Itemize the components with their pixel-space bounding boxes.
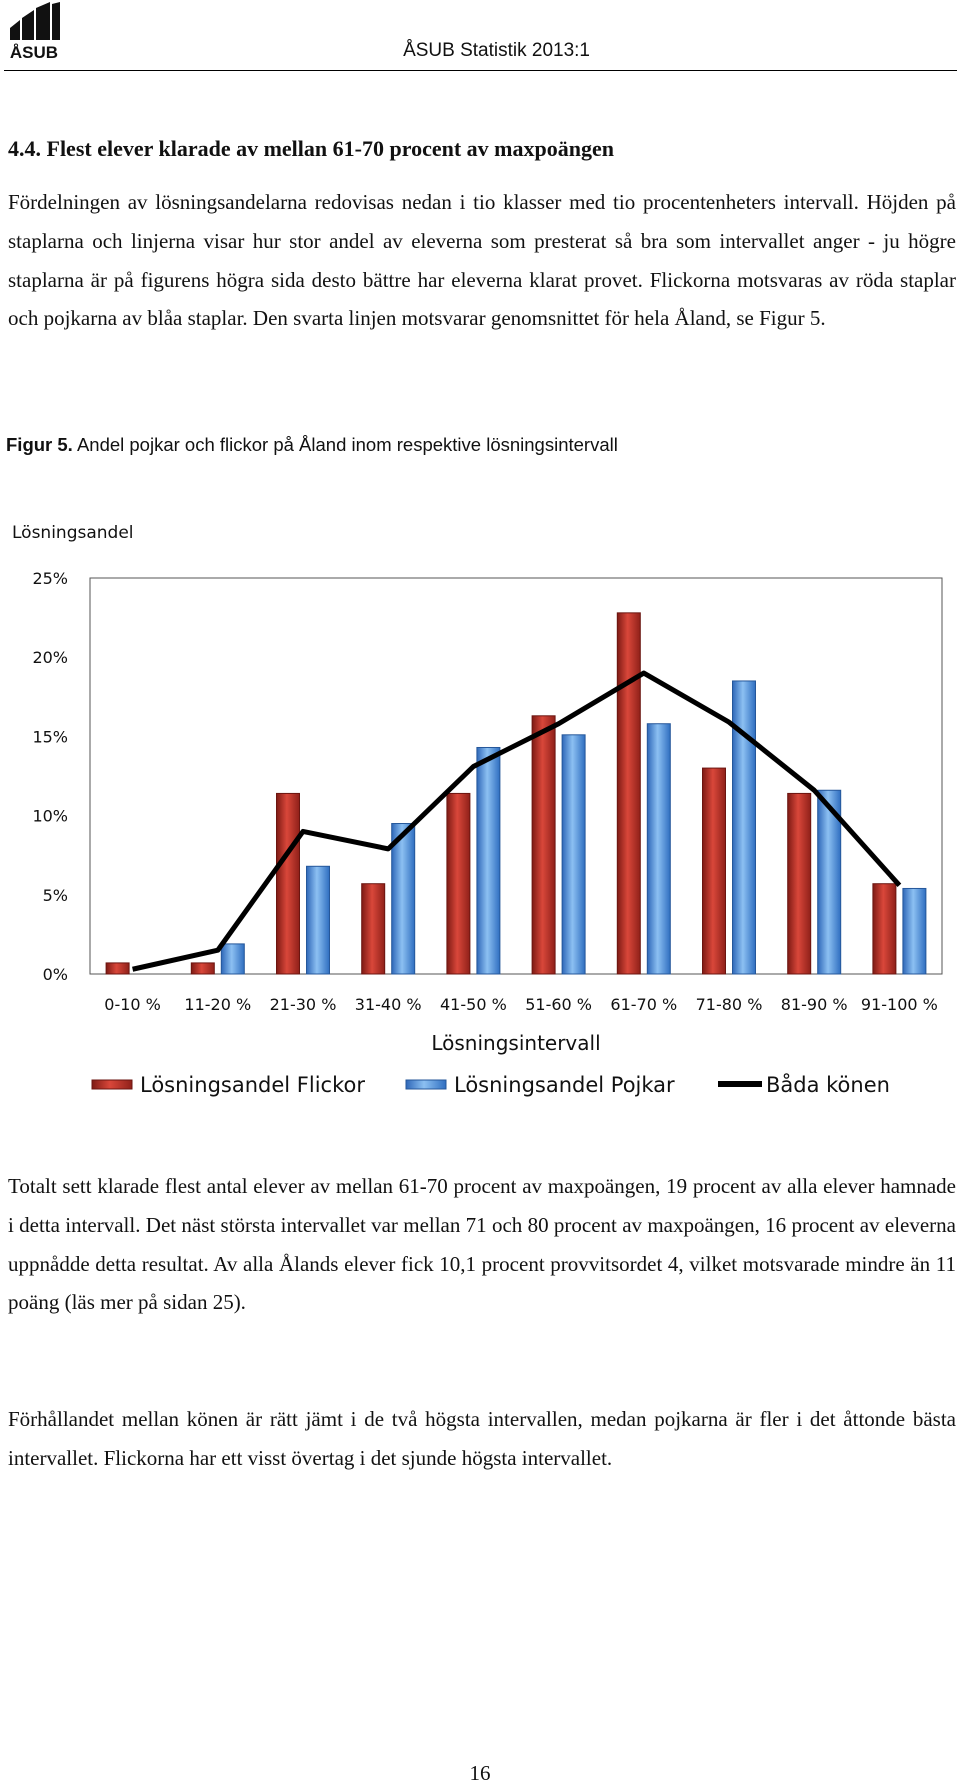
x-tick-label: 71-80 % <box>696 995 763 1014</box>
bar-pojkar <box>817 789 842 975</box>
y-tick-label: 15% <box>32 727 68 746</box>
page-header: ÅSUB ÅSUB Statistik 2013:1 <box>0 0 960 72</box>
y-tick-label: 0% <box>43 965 68 984</box>
svg-text:ÅSUB: ÅSUB <box>10 43 58 60</box>
y-tick-label: 10% <box>32 807 68 826</box>
bar-flickor <box>190 962 215 975</box>
x-tick-label: 41-50 % <box>440 995 507 1014</box>
bar-flickor <box>276 792 300 975</box>
line-bada-konen <box>132 670 902 972</box>
x-tick-label: 51-60 % <box>525 995 592 1014</box>
header-title: ÅSUB Statistik 2013:1 <box>403 40 590 61</box>
intro-paragraph: Fördelningen av lösningsandelarna redovi… <box>8 190 956 331</box>
legend-pojkar-swatch <box>405 1079 447 1090</box>
bar-pojkar <box>646 723 671 975</box>
section-heading: 4.4. Flest elever klarade av mellan 61-7… <box>8 136 614 161</box>
y-tick-label: 5% <box>43 886 68 905</box>
x-tick-label: 91-100 % <box>861 995 938 1014</box>
page-number: 16 <box>469 1761 491 1785</box>
bar-pojkar <box>732 680 756 975</box>
x-tick-label: 81-90 % <box>781 995 848 1014</box>
y-tick-label: 25% <box>32 569 68 588</box>
bar-flickor <box>446 792 471 975</box>
summary-paragraph: Totalt sett klarade flest antal elever a… <box>8 1174 956 1315</box>
legend-bada-konen-label: Båda könen <box>766 1072 890 1097</box>
bar-flickor <box>105 962 130 975</box>
header-divider <box>4 70 957 71</box>
plot-area <box>89 577 943 975</box>
x-tick-label: 11-20 % <box>184 995 251 1014</box>
x-tick-label: 0-10 % <box>104 995 161 1014</box>
x-tick-label: 31-40 % <box>355 995 422 1014</box>
figure-caption-text: Andel pojkar och flickor på Åland inom r… <box>76 434 618 455</box>
y-axis-title: Lösningsandel <box>12 523 134 543</box>
bar-flickor <box>531 715 556 975</box>
bar-flickor <box>616 612 641 975</box>
bar-chart: Lösningsandel 0% 5% 10% 15% 20% 25% 0-10 % 11-… <box>12 523 943 1097</box>
bar-flickor <box>361 883 386 975</box>
y-tick-label: 20% <box>32 648 68 667</box>
bar-flickor <box>787 792 812 975</box>
bar-pojkar <box>476 746 501 975</box>
x-axis-title: Lösningsintervall <box>431 1031 600 1055</box>
figure-caption: Figur 5. Andel pojkar och flickor på Åla… <box>6 434 618 456</box>
asub-logo: ÅSUB <box>10 2 60 60</box>
x-tick-label: 61-70 % <box>610 995 677 1014</box>
bar-flickor <box>872 883 897 975</box>
legend-flickor-swatch <box>91 1079 133 1090</box>
bar-pojkar <box>220 943 245 975</box>
bar-pojkar <box>306 865 330 975</box>
bar-pojkar <box>561 734 586 975</box>
x-tick-label: 21-30 % <box>270 995 337 1014</box>
legend-flickor-label: Lösningsandel Flickor <box>140 1073 365 1097</box>
gender-paragraph: Förhållandet mellan könen är rätt jämt i… <box>8 1407 956 1470</box>
bar-pojkar <box>902 887 927 975</box>
bar-pojkar <box>391 823 416 975</box>
figure-label: Figur 5. <box>6 434 73 455</box>
bar-flickor <box>702 767 726 975</box>
legend-pojkar-label: Lösningsandel Pojkar <box>454 1073 675 1097</box>
